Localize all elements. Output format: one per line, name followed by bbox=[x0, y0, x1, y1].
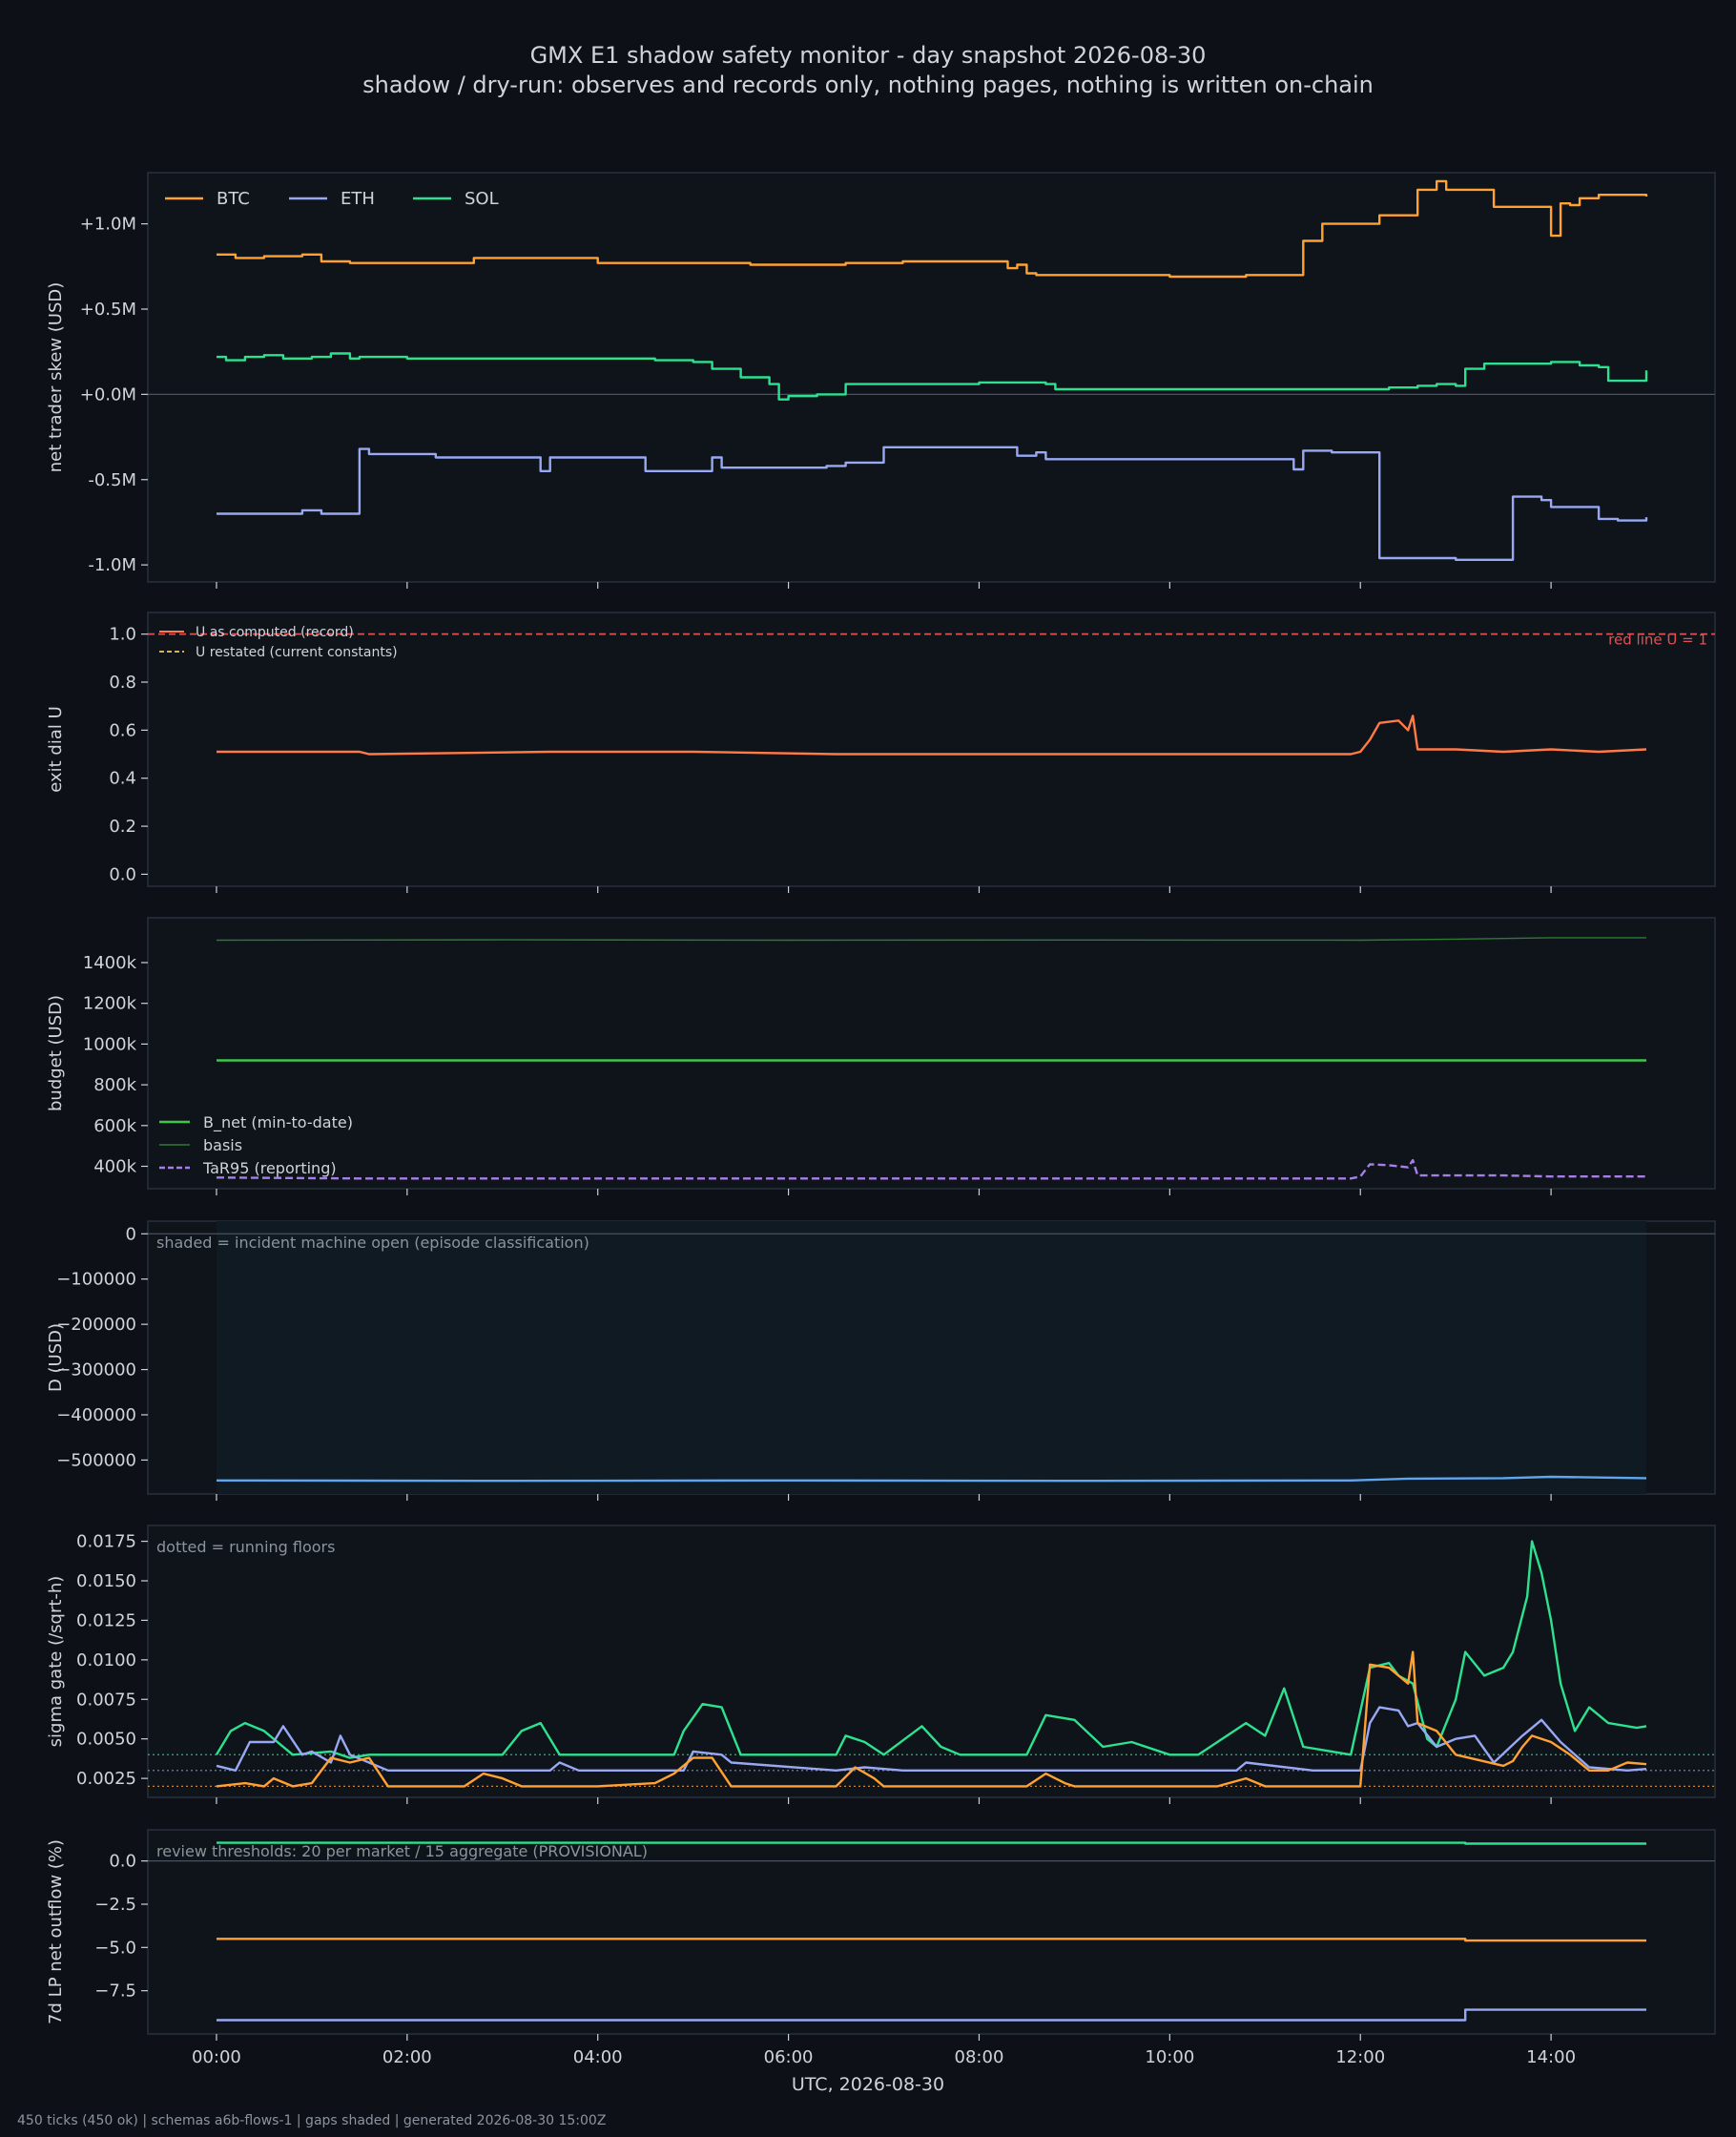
legend-label: B_net (min-to-date) bbox=[203, 1113, 353, 1132]
footer-status: 450 ticks (450 ok) | schemas a6b-flows-1… bbox=[17, 2113, 606, 2128]
figure-title: GMX E1 shadow safety monitor - day snaps… bbox=[530, 42, 1207, 69]
legend-label: U restated (current constants) bbox=[196, 645, 398, 660]
series-line-btc bbox=[216, 1650, 1647, 1788]
panel-sigma: 0.0025 0.0050 0.0075 0.0100 0.0125 0.0150 0.01… bbox=[46, 1525, 1716, 1804]
legend-label: BTC bbox=[217, 189, 250, 209]
series-line-sol bbox=[215, 1540, 1647, 1759]
y-tick-label: 600k bbox=[93, 1116, 136, 1136]
panel-annotation: shaded = incident machine open (episode … bbox=[156, 1234, 589, 1252]
series-group bbox=[216, 1475, 1647, 1483]
y-tick-label: 0.8 bbox=[109, 673, 136, 693]
y-tick-label: 0.4 bbox=[109, 769, 136, 789]
x-tick-label: 00:00 bbox=[192, 2047, 241, 2067]
y-tick-label: 0 bbox=[126, 1224, 136, 1244]
y-tick-label: 400k bbox=[93, 1157, 136, 1177]
y-tick-label: 0.0050 bbox=[76, 1730, 136, 1750]
y-axis-label: 7d LP net outflow (%) bbox=[46, 1839, 66, 2024]
y-tick-label: 0.0150 bbox=[76, 1571, 136, 1591]
y-tick-label: +0.0M bbox=[80, 384, 136, 405]
series-group bbox=[217, 179, 1648, 561]
series-line-u-as-computed-record- bbox=[217, 715, 1647, 756]
y-tick-label: 800k bbox=[93, 1075, 136, 1095]
panel-frame bbox=[147, 172, 1716, 583]
y-tick-label: −500000 bbox=[56, 1450, 136, 1470]
y-axis-label: budget (USD) bbox=[46, 995, 66, 1111]
x-tick-label: 06:00 bbox=[764, 2047, 814, 2067]
y-tick-label: −300000 bbox=[56, 1360, 136, 1380]
panel-budget: 400k 600k 800k 1000k 1200k 1400k budget (USD) B… bbox=[46, 917, 1716, 1195]
panel-frame bbox=[147, 917, 1716, 1190]
y-tick-label: +0.5M bbox=[80, 300, 136, 320]
y-tick-label: 1400k bbox=[83, 953, 137, 973]
y-axis-label: exit dial U bbox=[46, 706, 66, 793]
panel-lp_outflow: 0.0 −2.5 −5.0 −7.5 7d LP net outflow (%) revi… bbox=[46, 1829, 1716, 2067]
x-axis-label: UTC, 2026-08-30 bbox=[792, 2074, 944, 2095]
y-tick-label: −2.5 bbox=[94, 1895, 136, 1915]
series-line-basis bbox=[216, 937, 1646, 942]
y-axis-label: D (USD) bbox=[46, 1323, 66, 1392]
legend-label: ETH bbox=[341, 189, 375, 209]
y-tick-label: 1.0 bbox=[109, 625, 136, 645]
y-tick-label: −400000 bbox=[56, 1405, 136, 1425]
y-tick-label: 0.0100 bbox=[76, 1650, 136, 1670]
y-tick-label: −100000 bbox=[56, 1270, 136, 1290]
series-group bbox=[217, 1841, 1646, 2022]
y-tick-label: 0.0125 bbox=[76, 1610, 136, 1630]
chart-panels: +1.0M +0.5M +0.0M -0.5M -1.0M net trader skew… bbox=[46, 172, 1716, 2067]
y-tick-label: -0.5M bbox=[88, 470, 136, 490]
legend-label: basis bbox=[203, 1136, 242, 1154]
series-line-sol bbox=[217, 1841, 1646, 1845]
legend-label: SOL bbox=[465, 189, 499, 209]
y-tick-label: 0.0 bbox=[109, 1852, 136, 1872]
x-tick-label: 14:00 bbox=[1526, 2047, 1576, 2067]
series-line-btc bbox=[217, 1938, 1646, 1942]
panel-skew: +1.0M +0.5M +0.0M -0.5M -1.0M net trader skew… bbox=[46, 172, 1716, 589]
y-tick-label: −200000 bbox=[56, 1315, 136, 1335]
y-tick-label: −7.5 bbox=[94, 1981, 136, 2002]
panel-frame bbox=[147, 1525, 1716, 1798]
y-tick-label: 0.0175 bbox=[76, 1532, 136, 1552]
x-tick-label: 12:00 bbox=[1335, 2047, 1385, 2067]
y-axis-label: net trader skew (USD) bbox=[46, 282, 66, 473]
panel-exit_dial: red line U = 1 0.0 0.2 0.4 0.6 0.8 1.0 exit dia… bbox=[46, 612, 1716, 893]
y-tick-label: −5.0 bbox=[94, 1938, 136, 1958]
panel-drawdown: 0 −100000 −200000 −300000 −400000 −500000 D (U… bbox=[46, 1220, 1716, 1501]
y-tick-label: 1200k bbox=[83, 994, 137, 1014]
y-tick-label: -1.0M bbox=[88, 555, 136, 575]
series-group bbox=[217, 715, 1647, 756]
x-tick-label: 04:00 bbox=[573, 2047, 623, 2067]
panel-annotation: dotted = running floors bbox=[156, 1538, 335, 1556]
series-line-sol bbox=[217, 352, 1648, 401]
panel-frame bbox=[147, 1829, 1716, 2035]
y-tick-label: 0.0 bbox=[109, 864, 136, 884]
y-tick-label: +1.0M bbox=[80, 215, 136, 235]
series-line-eth bbox=[216, 1706, 1647, 1772]
series-line-tar95-reporting- bbox=[216, 1158, 1646, 1180]
y-tick-label: 0.0025 bbox=[76, 1769, 136, 1789]
figure-subtitle: shadow / dry-run: observes and records o… bbox=[362, 72, 1374, 98]
y-tick-label: 0.2 bbox=[109, 817, 136, 837]
series-line-btc bbox=[217, 179, 1648, 279]
series-group bbox=[216, 937, 1646, 1180]
y-tick-label: 1000k bbox=[83, 1034, 137, 1054]
x-tick-label: 10:00 bbox=[1145, 2047, 1194, 2067]
series-line-eth bbox=[217, 2008, 1646, 2022]
series-group bbox=[215, 1540, 1647, 1788]
legend-label: TaR95 (reporting) bbox=[202, 1159, 337, 1177]
y-axis-label: sigma gate (/sqrt-h) bbox=[46, 1576, 66, 1748]
y-tick-label: 0.0075 bbox=[76, 1690, 136, 1710]
x-tick-label: 08:00 bbox=[955, 2047, 1004, 2067]
series-line-d bbox=[216, 1475, 1647, 1483]
y-tick-label: 0.6 bbox=[109, 720, 136, 740]
series-line-eth bbox=[217, 446, 1648, 561]
x-tick-label: 02:00 bbox=[382, 2047, 432, 2067]
panel-annotation: review thresholds: 20 per market / 15 ag… bbox=[156, 1842, 648, 1860]
redline-label: red line U = 1 bbox=[1608, 632, 1707, 649]
legend-label: U as computed (record) bbox=[196, 625, 354, 640]
incident-shade bbox=[216, 1221, 1647, 1494]
